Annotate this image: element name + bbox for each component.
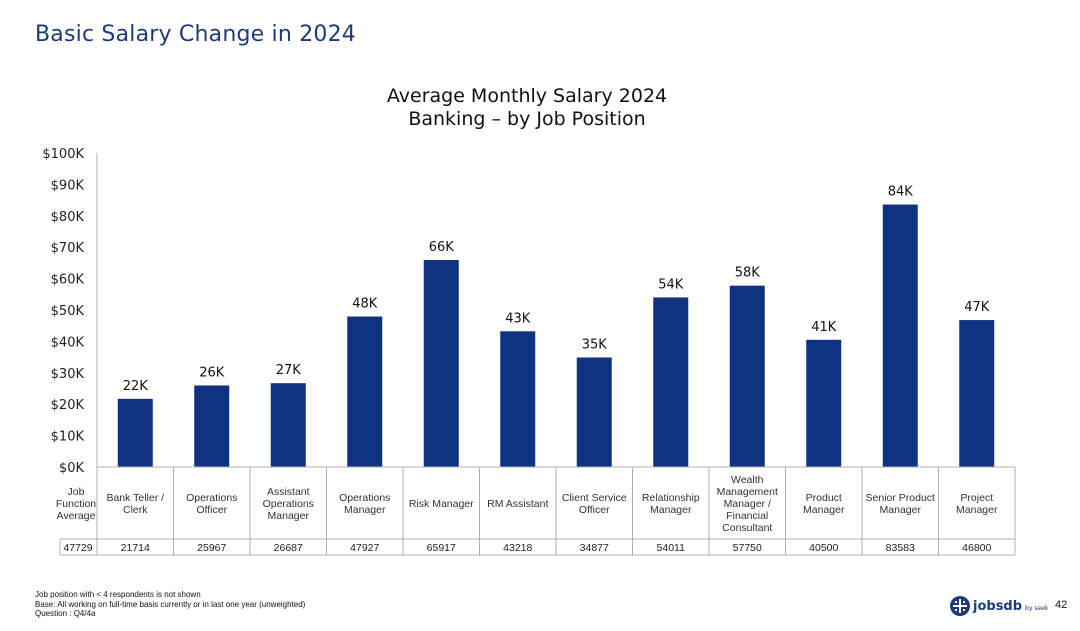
data-label: 54K (658, 277, 684, 292)
y-tick-label: $70K (51, 241, 85, 256)
data-label: 66K (429, 240, 455, 255)
footnote-1: Job position with < 4 respondents is not… (35, 590, 201, 599)
y-tick-label: $80K (51, 210, 85, 225)
data-label: 22K (123, 379, 149, 394)
table-value: 34877 (580, 542, 609, 554)
brand-wordmark: jobsdb (973, 598, 1023, 614)
y-tick-label: $100K (42, 147, 84, 162)
y-tick-label: $50K (51, 304, 85, 319)
table-value: 40500 (809, 542, 838, 554)
x-category-label: Operations Manager (339, 492, 390, 516)
x-category-label: Risk Manager (409, 498, 474, 510)
footnotes: Job position with < 4 respondents is not… (35, 590, 305, 619)
x-category-label: RM Assistant (487, 498, 548, 510)
data-label: 48K (352, 297, 378, 312)
y-tick-label: $10K (51, 430, 85, 445)
x-category-label: Relationship Manager (642, 492, 700, 516)
data-label: 35K (582, 337, 608, 352)
bar-chart: $0K $10K $20K $30K $40K $50K $60K $70K $80K $90K $… (42, 147, 1016, 556)
bar (806, 339, 842, 467)
y-tick-label: $30K (51, 367, 85, 382)
y-tick-label: $40K (51, 335, 85, 350)
slide-title: Basic Salary Change in 2024 (35, 22, 356, 47)
x-category-label: Bank Teller / Clerk (106, 492, 164, 516)
brand-subtext: by seek (1025, 604, 1049, 612)
data-label: 26K (199, 365, 225, 380)
jobsdb-logo-icon (950, 596, 970, 616)
bar (117, 398, 153, 467)
data-label: 84K (888, 185, 914, 200)
chart-title: Average Monthly Salary 2024 Banking – by… (277, 85, 777, 131)
table-value: 57750 (733, 542, 762, 554)
bar (576, 357, 612, 467)
footnote-3: Question : Q4/4a (35, 609, 96, 618)
table-value: 26687 (274, 542, 303, 554)
table-value: 65917 (427, 542, 456, 554)
data-label: 41K (811, 320, 837, 335)
bar (423, 260, 459, 467)
table-value: 21714 (121, 542, 150, 554)
y-tick-label: $60K (51, 273, 85, 288)
x-category-label: Assistant Operations Manager (263, 486, 314, 522)
chart-title-line-2: Banking – by Job Position (408, 108, 646, 130)
bar (959, 320, 995, 467)
page-number: 42 (1055, 599, 1068, 611)
data-label: 47K (964, 300, 990, 315)
x-category-label: Senior Product Manager (866, 492, 936, 516)
footnote-2: Base: All working on full-time basis cur… (35, 599, 306, 609)
table-value: 46800 (962, 542, 991, 554)
data-label: 43K (505, 311, 531, 326)
y-tick-label: $0K (59, 461, 85, 476)
bar (653, 297, 689, 467)
brand-logo: jobsdb by seek (950, 596, 1048, 616)
bar (882, 204, 918, 467)
table-value: 54011 (657, 542, 686, 554)
x-category-label: Client Service Officer (562, 492, 627, 516)
x-category-label: Product Manager (803, 492, 845, 516)
bar (194, 385, 230, 467)
data-label: 58K (735, 266, 761, 281)
table-value: 47927 (350, 542, 379, 554)
chart-title-line-1: Average Monthly Salary 2024 (386, 85, 668, 107)
data-label: 27K (276, 363, 302, 378)
x-category-label: Operations Officer (186, 492, 237, 516)
bar (347, 316, 383, 467)
x-category-label: Project Manager (956, 492, 998, 516)
function-average-value: 47729 (63, 542, 92, 554)
row-header-label: Job Function Average (56, 486, 96, 522)
table-value: 25967 (197, 542, 226, 554)
x-category-label: Wealth Management Manager / Financial Consul… (717, 474, 778, 534)
table-value: 83583 (886, 542, 915, 554)
bar (270, 383, 306, 467)
bar (729, 285, 765, 467)
bar (500, 331, 536, 467)
y-tick-label: $20K (51, 398, 85, 413)
y-tick-label: $90K (51, 178, 85, 193)
table-value: 43218 (503, 542, 532, 554)
